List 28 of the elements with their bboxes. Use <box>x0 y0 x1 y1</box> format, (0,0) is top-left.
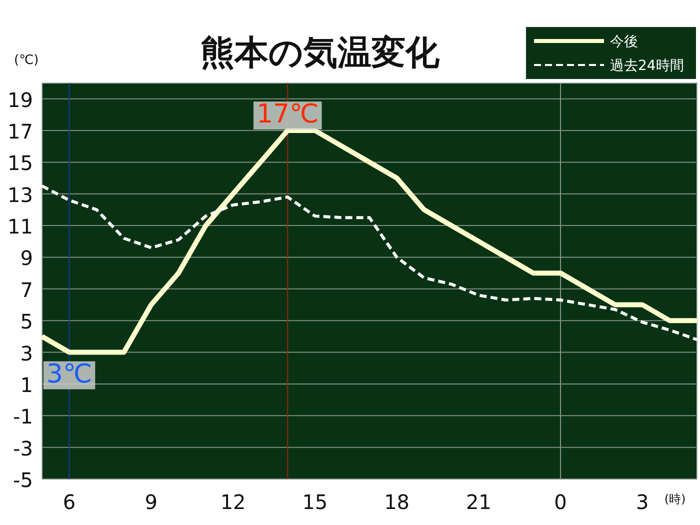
annotation: 3℃ <box>46 359 92 390</box>
x-tick-label: 0 <box>554 490 567 514</box>
x-tick-label: 15 <box>302 490 328 514</box>
y-tick-label: 13 <box>8 182 33 207</box>
y-tick-label: -3 <box>13 436 33 460</box>
chart-title: 熊本の気温変化 <box>200 33 440 73</box>
y-tick-label: -1 <box>13 404 33 429</box>
legend-label: 過去24時間 <box>610 58 684 74</box>
x-axis-title: (時) <box>664 492 686 506</box>
y-tick-label: 17 <box>8 120 33 144</box>
y-tick-label: -5 <box>13 468 33 492</box>
y-axis-title: (℃) <box>14 53 39 68</box>
y-tick-label: 11 <box>8 214 33 239</box>
y-tick-label: 3 <box>20 341 33 366</box>
y-tick-label: 7 <box>20 278 33 302</box>
x-tick-label: 18 <box>384 490 410 514</box>
y-tick-label: 9 <box>20 246 33 270</box>
annotation: 17℃ <box>256 100 319 130</box>
x-tick-label: 12 <box>220 490 246 514</box>
x-tick-label: 6 <box>62 490 76 514</box>
y-tick-label: 5 <box>20 310 33 334</box>
y-tick-label: 15 <box>8 151 33 176</box>
x-tick-label: 3 <box>636 490 649 514</box>
x-tick-label: 21 <box>466 490 492 514</box>
x-tick-label: 9 <box>144 490 158 514</box>
y-tick-label: 19 <box>8 88 33 112</box>
legend-label: 今後 <box>610 34 638 50</box>
y-tick-label: 1 <box>20 372 33 397</box>
